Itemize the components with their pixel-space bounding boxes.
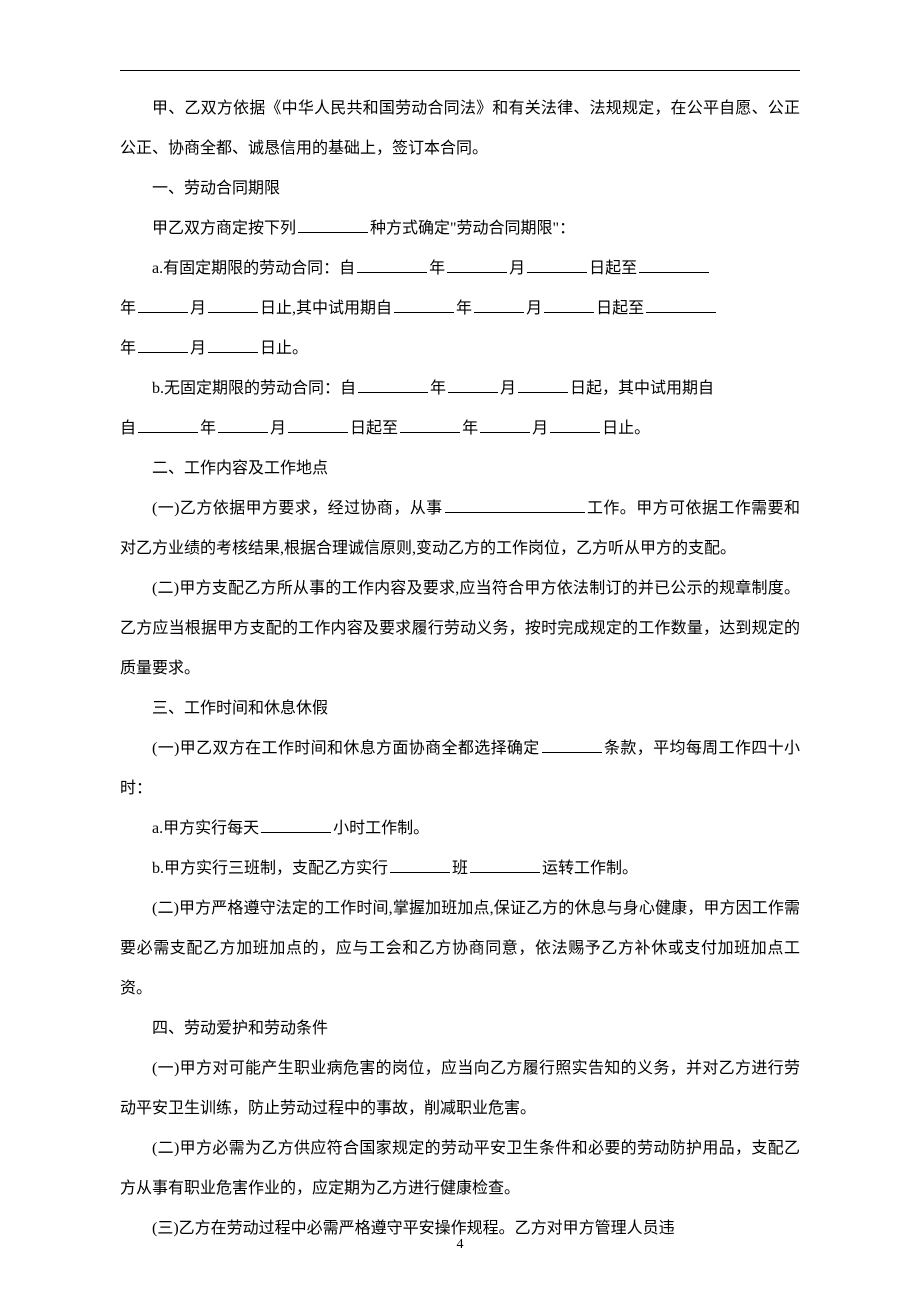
section-3-p1: (一)甲乙双方在工作时间和休息方面协商全都选择确定条款，平均每周工作四十小时：	[120, 729, 800, 809]
text: 月	[526, 300, 542, 317]
text: (一)甲乙双方在工作时间和休息方面协商全都选择确定	[152, 740, 540, 757]
text: b.甲方实行三班制，支配乙方实行	[152, 860, 388, 877]
text: 年	[456, 300, 472, 317]
blank-trial-year[interactable]	[394, 296, 454, 313]
blank-month2[interactable]	[138, 296, 188, 313]
section-2-p1: (一)乙方依据甲方要求，经过协商，从事工作。甲方可依据工作需要和对乙方业绩的考核…	[120, 489, 800, 569]
text: 运转工作制。	[542, 860, 638, 877]
section-3-b: b.甲方实行三班制，支配乙方实行 班 运转工作制。	[120, 849, 800, 889]
text: 月	[190, 300, 206, 317]
text: 日止,其中试用期自	[260, 300, 392, 317]
blank-end-month[interactable]	[138, 336, 188, 353]
text: 年	[430, 380, 446, 397]
text: 年	[120, 300, 136, 317]
blank-b-trial-day[interactable]	[288, 416, 348, 433]
text: 日起至	[589, 260, 637, 277]
blank-job[interactable]	[445, 496, 585, 513]
section-3-p2: (二)甲方严格遵守法定的工作时间,掌握加班加点,保证乙方的休息与身心健康，甲方因…	[120, 889, 800, 1009]
text: 小时工作制。	[333, 820, 429, 837]
blank-method[interactable]	[298, 216, 368, 233]
text: 日止。	[602, 420, 650, 437]
text: 月	[500, 380, 516, 397]
text: 年	[462, 420, 478, 437]
document-page: 甲、乙双方依据《中华人民共和国劳动合同法》和有关法律、法规规定，在公平自愿、公正…	[0, 0, 920, 1302]
section-3-title: 三、工作时间和休息休假	[120, 689, 800, 729]
blank-b-year[interactable]	[358, 376, 428, 393]
blank-b-month[interactable]	[448, 376, 498, 393]
blank-year2[interactable]	[639, 256, 709, 273]
section-1-b: b.无固定期限的劳动合同：自年月日起，其中试用期自 自年月日起至年月日止。	[120, 369, 800, 449]
section-4-p2: (二)甲方必需为乙方供应符合国家规定的劳动平安卫生条件和必要的劳动防护用品，支配…	[120, 1129, 800, 1209]
blank-year[interactable]	[357, 256, 427, 273]
blank-month[interactable]	[447, 256, 507, 273]
text: 日起至	[596, 300, 644, 317]
text: 年	[200, 420, 216, 437]
blank-clause[interactable]	[542, 736, 602, 753]
section-4-p1: (一)甲方对可能产生职业病危害的岗位，应当向乙方履行照实告知的义务，并对乙方进行…	[120, 1049, 800, 1129]
section-1-a: a.有固定期限的劳动合同：自年月日起至 年月日止,其中试用期自年月日起至 年月日…	[120, 249, 800, 369]
blank-day2[interactable]	[208, 296, 258, 313]
blank-trial-month[interactable]	[474, 296, 524, 313]
section-2-p2: (二)甲方支配乙方所从事的工作内容及要求,应当符合甲方依法制订的并已公示的规章制…	[120, 569, 800, 689]
blank-trial-end[interactable]	[646, 296, 716, 313]
blank-b-trial-year[interactable]	[138, 416, 198, 433]
section-4-title: 四、劳动爱护和劳动条件	[120, 1009, 800, 1049]
blank-end-day[interactable]	[208, 336, 258, 353]
text: a.甲方实行每天	[152, 820, 259, 837]
blank-b-trial-month[interactable]	[218, 416, 268, 433]
blank-rotation[interactable]	[470, 856, 540, 873]
top-rule	[120, 70, 800, 71]
text: 月	[532, 420, 548, 437]
text: 甲乙双方商定按下列	[152, 220, 296, 237]
text: 年	[429, 260, 445, 277]
text: 种方式确定"劳动合同期限"：	[370, 220, 575, 237]
section-2-title: 二、工作内容及工作地点	[120, 449, 800, 489]
section-1-line1: 甲乙双方商定按下列 种方式确定"劳动合同期限"：	[120, 209, 800, 249]
text: 月	[270, 420, 286, 437]
text: 月	[190, 340, 206, 357]
text: a.有固定期限的劳动合同：自	[152, 260, 355, 277]
blank-day[interactable]	[527, 256, 587, 273]
text: (一)乙方依据甲方要求，经过协商，从事	[152, 500, 443, 517]
blank-b-end-year[interactable]	[400, 416, 460, 433]
blank-trial-day[interactable]	[544, 296, 594, 313]
text: 月	[509, 260, 525, 277]
text: 年	[120, 340, 136, 357]
text: 日止。	[260, 340, 308, 357]
blank-hours[interactable]	[261, 816, 331, 833]
section-3-a: a.甲方实行每天 小时工作制。	[120, 809, 800, 849]
section-1-title: 一、劳动合同期限	[120, 169, 800, 209]
blank-b-end-month[interactable]	[480, 416, 530, 433]
intro-paragraph: 甲、乙双方依据《中华人民共和国劳动合同法》和有关法律、法规规定，在公平自愿、公正…	[120, 89, 800, 169]
text: 日起，其中试用期自	[570, 380, 714, 397]
blank-b-end-day[interactable]	[550, 416, 600, 433]
blank-b-day[interactable]	[518, 376, 568, 393]
text: 日起至	[350, 420, 398, 437]
blank-shift[interactable]	[390, 856, 450, 873]
text: b.无固定期限的劳动合同：自	[152, 380, 356, 397]
page-number: 4	[0, 1227, 920, 1262]
text: 班	[452, 860, 468, 877]
